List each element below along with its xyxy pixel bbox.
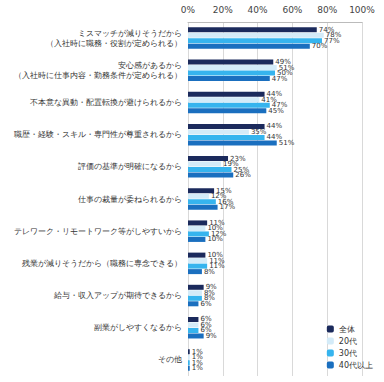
svg-text:51%: 51%	[279, 139, 295, 147]
svg-text:15%: 15%	[216, 186, 232, 195]
svg-text:全体: 全体	[339, 325, 355, 334]
svg-text:6%: 6%	[200, 326, 212, 335]
svg-text:16%: 16%	[217, 197, 234, 206]
svg-text:25%: 25%	[233, 165, 250, 174]
svg-text:給与・収入アップが期待できるから: 給与・収入アップが期待できるから	[53, 291, 182, 300]
svg-text:20代: 20代	[339, 337, 357, 346]
svg-text:8%: 8%	[203, 288, 215, 297]
svg-text:12%: 12%	[210, 192, 227, 201]
svg-text:残業が減りそうだから（職務に専念できる）: 残業が減りそうだから（職務に専念できる）	[22, 259, 182, 268]
svg-text:10%: 10%	[207, 224, 223, 233]
svg-text:44%: 44%	[267, 122, 283, 130]
svg-text:（入社時に職務・役割が定められる）: （入社時に職務・役割が定められる）	[46, 39, 182, 48]
svg-text:6%: 6%	[200, 300, 211, 308]
svg-text:8%: 8%	[204, 268, 215, 276]
svg-text:副業がしやすくなるから: 副業がしやすくなるから	[94, 323, 182, 332]
svg-text:12%: 12%	[210, 229, 227, 238]
svg-text:30代: 30代	[339, 349, 357, 358]
svg-text:11%: 11%	[209, 256, 225, 265]
svg-text:35%: 35%	[251, 128, 267, 136]
svg-text:50%: 50%	[277, 69, 293, 77]
svg-text:0%: 0%	[181, 5, 196, 15]
svg-text:仕事の裁量が委ねられるから: 仕事の裁量が委ねられるから	[78, 195, 182, 204]
svg-text:47%: 47%	[272, 75, 288, 83]
svg-text:80%: 80%	[317, 5, 337, 15]
svg-text:ミスマッチが減りそうだから: ミスマッチが減りそうだから	[78, 29, 182, 38]
svg-text:19%: 19%	[223, 160, 239, 169]
svg-text:44%: 44%	[266, 133, 283, 142]
svg-text:11%: 11%	[209, 262, 225, 271]
svg-text:23%: 23%	[230, 154, 246, 163]
svg-text:20%: 20%	[213, 5, 233, 15]
svg-text:70%: 70%	[312, 42, 328, 50]
svg-text:51%: 51%	[278, 63, 295, 72]
svg-text:不本意な異動・配置転換が避けられるから: 不本意な異動・配置転換が避けられるから	[30, 98, 182, 107]
svg-text:6%: 6%	[200, 321, 212, 329]
svg-text:47%: 47%	[271, 101, 288, 110]
svg-text:（入社時に仕事内容・勤務条件が定められる）: （入社時に仕事内容・勤務条件が定められる）	[14, 71, 182, 80]
svg-text:45%: 45%	[268, 107, 284, 115]
svg-text:1%: 1%	[192, 364, 203, 372]
svg-text:44%: 44%	[266, 90, 283, 99]
svg-text:テレワーク・リモートワーク等がしやすいから: テレワーク・リモートワーク等がしやすいから	[14, 227, 182, 236]
svg-text:60%: 60%	[282, 5, 302, 15]
svg-text:41%: 41%	[261, 95, 277, 104]
svg-text:8%: 8%	[203, 294, 215, 303]
svg-text:9%: 9%	[206, 332, 217, 340]
svg-text:1%: 1%	[191, 347, 203, 356]
svg-text:100%: 100%	[349, 5, 375, 15]
svg-text:49%: 49%	[275, 58, 291, 66]
svg-text:職歴・経験・スキル・専門性が尊重されるから: 職歴・経験・スキル・専門性が尊重されるから	[14, 130, 182, 139]
svg-text:78%: 78%	[325, 31, 342, 40]
svg-text:その他: その他	[158, 355, 182, 364]
svg-text:評価の基準が明確になるから: 評価の基準が明確になるから	[78, 162, 182, 171]
svg-text:77%: 77%	[324, 36, 340, 45]
svg-text:6%: 6%	[200, 315, 212, 324]
svg-text:9%: 9%	[205, 283, 217, 292]
svg-text:1%: 1%	[191, 353, 203, 362]
svg-text:安心感があるから: 安心感があるから	[118, 61, 182, 70]
svg-text:11%: 11%	[209, 218, 225, 227]
svg-text:40%: 40%	[248, 5, 268, 15]
svg-text:10%: 10%	[207, 251, 223, 260]
svg-text:26%: 26%	[235, 171, 251, 179]
svg-text:40代以上: 40代以上	[339, 361, 373, 370]
svg-text:10%: 10%	[207, 235, 223, 243]
svg-text:17%: 17%	[220, 203, 236, 211]
svg-text:1%: 1%	[191, 358, 203, 367]
svg-text:74%: 74%	[318, 25, 335, 34]
